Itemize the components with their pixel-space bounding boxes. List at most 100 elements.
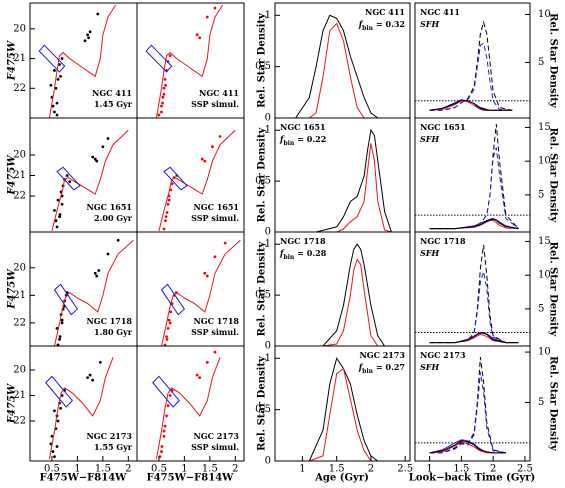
- star: [200, 157, 204, 161]
- star: [55, 101, 59, 105]
- star: [218, 135, 222, 138]
- star: [161, 95, 165, 99]
- x-tick-label: 1.5: [95, 464, 111, 475]
- x-tick-label: 0.5: [151, 464, 167, 475]
- star: [162, 92, 166, 96]
- star: [58, 213, 62, 216]
- curve: [316, 143, 392, 232]
- y-axis-label: Rel. Star Density: [548, 356, 559, 452]
- star: [59, 74, 62, 78]
- y-tick-label: 21: [13, 53, 26, 64]
- selection-box: [160, 283, 186, 316]
- selection-box: [38, 44, 66, 73]
- panel: [38, 4, 117, 118]
- star: [96, 12, 100, 16]
- selection-box: [145, 44, 173, 73]
- star: [98, 360, 102, 364]
- panel-label: SFH: [420, 362, 439, 372]
- fbin-symbol: f: [279, 248, 285, 258]
- star: [106, 252, 110, 256]
- star: [168, 321, 172, 325]
- star: [223, 241, 227, 245]
- panel-label: SFH: [420, 19, 439, 29]
- y-tick-label: 10: [538, 270, 551, 281]
- y-tick-label: 10: [538, 156, 551, 167]
- panel-label: NGC 2173: [420, 350, 466, 360]
- curve: [429, 441, 506, 454]
- x-tick-label: 1.5: [453, 464, 469, 475]
- panel-frame: [136, 345, 245, 462]
- star: [162, 227, 166, 231]
- y-tick-label: 0: [265, 113, 271, 124]
- panel-label: NGC 411: [92, 88, 132, 98]
- star: [213, 350, 217, 354]
- star: [53, 209, 56, 212]
- star: [160, 104, 163, 108]
- star: [91, 378, 95, 382]
- star: [53, 110, 56, 114]
- star: [195, 33, 199, 37]
- y-tick-label: 20: [13, 23, 26, 34]
- panel-label: NGC 411: [420, 7, 460, 17]
- y-tick-label: 21: [13, 390, 26, 401]
- x-tick-label: 2.5: [397, 464, 413, 475]
- y-tick-label: 15: [538, 236, 551, 247]
- curve: [429, 333, 519, 344]
- panel: [295, 14, 379, 118]
- star: [160, 450, 163, 453]
- star: [160, 445, 164, 448]
- panel: [415, 244, 530, 344]
- star: [93, 157, 97, 161]
- curve: [429, 218, 519, 230]
- star: [164, 83, 167, 87]
- panel-label: 1.55 Gyr: [94, 442, 133, 452]
- star: [168, 394, 172, 397]
- x-axis-label: Age (Gyr): [314, 473, 369, 484]
- fbin-label: fbin = 0.32: [358, 19, 405, 32]
- fbin-symbol: f: [358, 362, 364, 372]
- x-tick-label: 1.5: [329, 464, 345, 475]
- x-tick-label: 1: [299, 464, 305, 475]
- star: [51, 450, 55, 453]
- star: [166, 202, 170, 206]
- selection-box: [163, 166, 188, 191]
- panel-label: NGC 1651: [420, 122, 466, 132]
- curve: [429, 357, 507, 454]
- selection-box: [53, 283, 79, 316]
- star: [53, 455, 56, 459]
- x-axis-label: F475W−F814W: [40, 473, 128, 484]
- star: [162, 429, 166, 433]
- star: [68, 180, 72, 184]
- y-tick-label: 20: [13, 262, 26, 273]
- panel-label: SSP simul.: [191, 99, 239, 109]
- star: [161, 101, 164, 105]
- panel: [158, 129, 236, 232]
- x-tick-label: 2.5: [517, 464, 533, 475]
- fbin-subscript: bin: [283, 254, 294, 261]
- panel-label: SSP simul.: [191, 442, 239, 452]
- y-tick-label: 1: [265, 10, 271, 21]
- y-tick-label: 5: [538, 303, 544, 314]
- star: [101, 145, 105, 149]
- panel-label: SFH: [420, 134, 439, 144]
- y-axis-label: F475W: [7, 268, 18, 310]
- y-tick-label: 5: [538, 57, 544, 68]
- star: [65, 174, 69, 177]
- fbin-value: = 0.28: [297, 248, 326, 258]
- curve: [429, 332, 519, 344]
- selection-box: [56, 166, 81, 191]
- panel-frame: [274, 345, 411, 462]
- star: [168, 54, 172, 57]
- panel: [415, 20, 530, 111]
- star: [213, 255, 217, 259]
- isochrone: [51, 129, 129, 232]
- y-tick-label: 1: [265, 239, 271, 250]
- isochrone: [155, 4, 224, 118]
- y-tick-label: 20: [13, 364, 26, 375]
- star: [198, 36, 202, 40]
- y-axis-label: F475W: [7, 382, 18, 424]
- isochrone: [54, 239, 134, 346]
- star: [162, 86, 166, 90]
- panel-frame: [414, 345, 531, 462]
